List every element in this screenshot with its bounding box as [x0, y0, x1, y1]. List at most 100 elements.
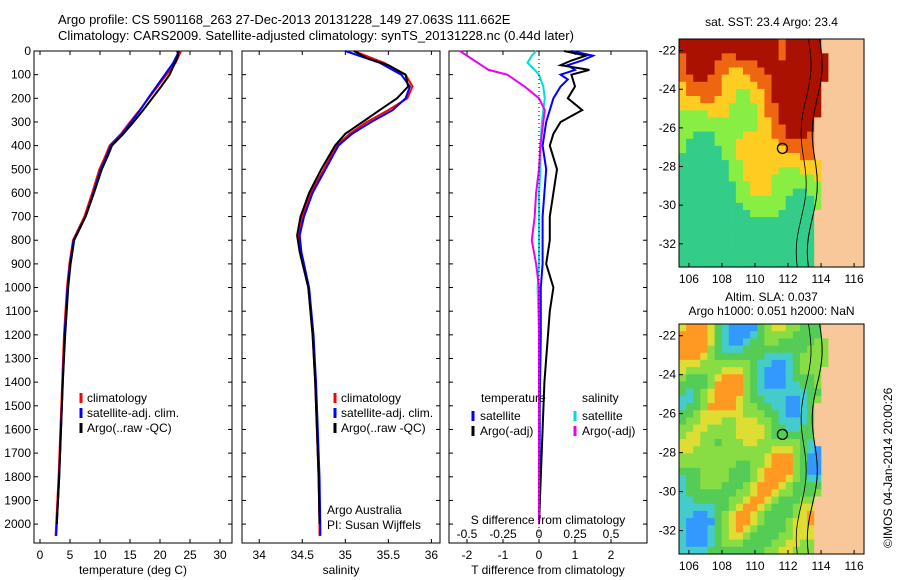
map-cell: [821, 96, 829, 104]
map-cell: [693, 259, 701, 268]
map-cell: [835, 188, 844, 197]
map-cell: [849, 403, 858, 411]
map-cell: [785, 439, 794, 447]
map-cell: [764, 403, 773, 411]
map-cell: [714, 181, 723, 190]
s-tick-label: 0.5: [603, 527, 620, 541]
map-cell: [842, 210, 851, 218]
map-cell: [856, 81, 865, 90]
map-cell: [679, 374, 687, 383]
map-cell: [735, 532, 744, 541]
map-cell: [714, 388, 723, 397]
map-cell: [721, 238, 730, 247]
map-cell: [707, 388, 716, 397]
map-cell: [721, 53, 730, 61]
x-tick-label: 112: [778, 559, 797, 573]
map-cell: [828, 231, 837, 240]
map-cell: [721, 259, 730, 268]
map-cell: [714, 174, 723, 183]
map-cell: [750, 195, 758, 204]
map-cell: [856, 60, 865, 69]
map-cell: [693, 60, 701, 69]
map-cell: [714, 96, 723, 104]
map-cell: [842, 153, 851, 161]
map-cell: [686, 489, 694, 498]
map-cell: [693, 324, 701, 332]
y-tick-label: -28: [659, 446, 677, 460]
map-cell: [764, 153, 773, 161]
map-cell: [714, 510, 723, 519]
map-cell: [743, 489, 751, 498]
map-cell: [721, 167, 730, 175]
map-cell: [700, 138, 708, 147]
map-cell: [743, 60, 751, 69]
map-cell: [750, 489, 758, 498]
map-cell: [828, 96, 837, 104]
map-cell: [735, 238, 744, 247]
map-cell: [792, 403, 801, 411]
map-cell: [707, 345, 716, 354]
map-cell: [707, 88, 716, 97]
map-cell: [771, 439, 780, 447]
map-cell: [735, 359, 744, 368]
map-cell: [849, 359, 858, 368]
map-cell: [735, 525, 744, 534]
map-cell: [714, 539, 723, 548]
map-cell: [757, 153, 765, 161]
map-cell: [728, 245, 737, 254]
map-cell: [828, 174, 837, 183]
map-cell: [785, 117, 794, 126]
map-cell: [735, 117, 744, 126]
map-cell: [792, 210, 801, 218]
map-cell: [700, 359, 708, 368]
map-cell: [707, 374, 716, 383]
map-cell: [814, 532, 822, 541]
map-cell: [792, 181, 801, 190]
map-cell: [764, 417, 773, 426]
map-cell: [814, 388, 822, 397]
map-cell: [771, 259, 780, 268]
map-cell: [807, 174, 815, 183]
map-cell: [842, 74, 851, 83]
map-cell: [686, 532, 694, 541]
map-cell: [821, 238, 829, 247]
map-cell: [743, 381, 751, 390]
map-cell: [814, 518, 822, 526]
map-cell: [835, 210, 844, 218]
map-cell: [814, 39, 822, 47]
map-cell: [743, 374, 751, 383]
map-cell: [856, 467, 865, 476]
map-cell: [828, 238, 837, 247]
map-cell: [849, 439, 858, 447]
map-cell: [700, 352, 708, 361]
map-cell: [714, 403, 723, 411]
map-frame: [678, 38, 865, 268]
map-cell: [757, 331, 765, 339]
map-cell: [814, 539, 822, 548]
salinity-panel: 34 34.5 35 35.5 36salinityclimatologysatelli…: [241, 50, 441, 577]
map-cell: [778, 53, 787, 61]
map-cell: [686, 202, 694, 211]
y-tick-label: 1700: [4, 446, 31, 460]
map-cell: [686, 217, 694, 225]
map-cell: [807, 403, 815, 411]
map-cell: [807, 217, 815, 225]
map-cell: [735, 474, 744, 483]
map-cell: [835, 403, 844, 411]
figure-title-line1: Argo profile: CS 5901168_263 27-Dec-2013…: [58, 12, 511, 27]
legend-label: satellite: [582, 409, 623, 423]
map-cell: [807, 381, 815, 390]
map-cell: [792, 96, 801, 104]
map-cell: [714, 381, 723, 390]
map-cell: [721, 518, 730, 526]
map-cell: [835, 231, 844, 240]
map-cell: [856, 245, 865, 254]
map-cell: [750, 74, 758, 83]
s-tick-label: -0.5: [457, 527, 478, 541]
map-cell: [842, 174, 851, 183]
map-cell: [807, 224, 815, 232]
map-cell: [814, 145, 822, 154]
map-cell: [735, 410, 744, 419]
map-cell: [807, 439, 815, 447]
map-cell: [679, 39, 687, 47]
